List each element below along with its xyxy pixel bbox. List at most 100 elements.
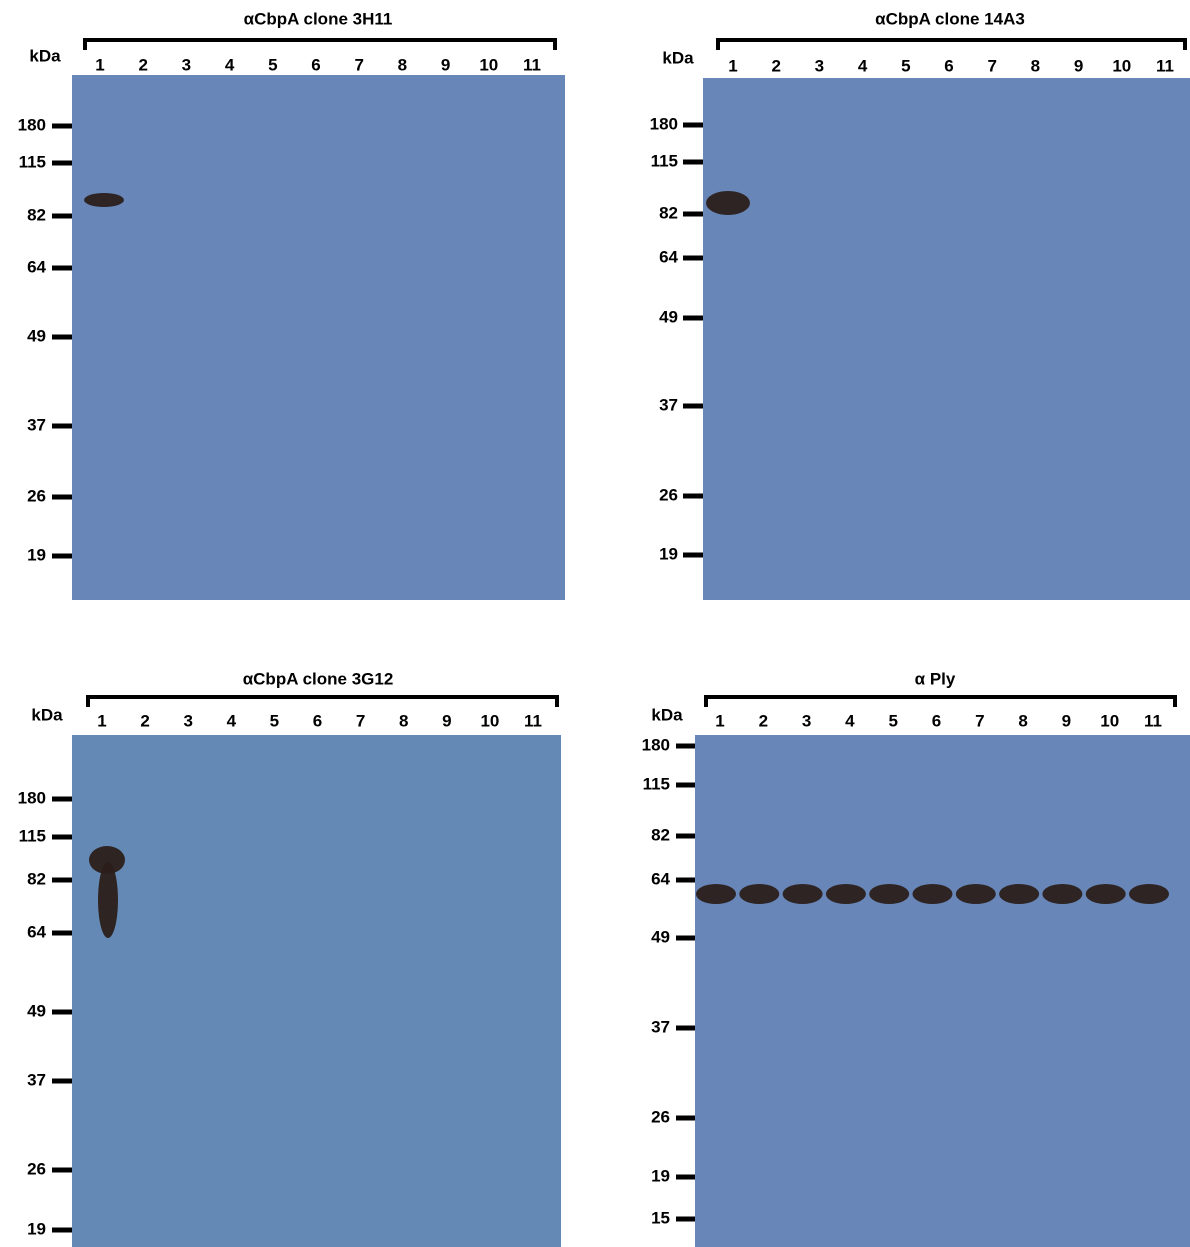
lane-label: 8 [398,55,407,74]
lane-label: 8 [399,711,408,730]
marker-label: 64 [651,869,670,888]
marker-tick [52,797,72,802]
marker-label: 19 [659,544,678,563]
lane-label: 10 [1100,711,1119,730]
lane-label: 1 [728,56,737,75]
protein-band [826,884,866,904]
lane-label: 4 [227,711,237,730]
marker-tick [683,123,703,128]
marker-label: 19 [27,545,46,564]
marker-tick [52,424,72,429]
blot [72,735,561,1247]
lane-label: 9 [442,711,451,730]
marker-label: 180 [650,114,678,133]
marker-label: 82 [27,869,46,888]
protein-band [999,884,1039,904]
lane-label: 4 [225,55,235,74]
marker-tick [52,931,72,936]
marker-label: 26 [651,1107,670,1126]
lane-label: 10 [479,55,498,74]
marker-tick [676,878,695,883]
marker-label: 64 [659,247,678,266]
lane-label: 5 [901,56,910,75]
unit-label: kDa [651,705,683,724]
lane-label: 2 [140,711,149,730]
lane-label: 1 [95,55,104,74]
marker-tick [52,214,72,219]
protein-band [98,862,118,938]
lane-label: 5 [888,711,897,730]
marker-tick [52,161,72,166]
marker-tick [676,783,695,788]
protein-band [783,884,823,904]
lane-label: 7 [987,56,996,75]
lane-label: 6 [932,711,941,730]
marker-tick [52,266,72,271]
protein-band [913,884,953,904]
lane-label: 1 [97,711,106,730]
protein-band [739,884,779,904]
marker-label: 180 [18,115,46,134]
panel-title: αCbpA clone 3H11 [244,9,393,28]
unit-label: kDa [662,48,694,67]
figure: αCbpA clone 3H11kDa123456789101118011582… [0,0,1190,1247]
lane-label: 1 [715,711,724,730]
lane-label: 2 [771,56,780,75]
lane-label: 11 [523,55,541,74]
panel-title: α Ply [915,669,956,688]
marker-tick [676,936,695,941]
marker-label: 26 [27,486,46,505]
lane-label: 3 [183,711,192,730]
marker-label: 180 [18,788,46,807]
protein-band [706,191,750,215]
marker-label: 19 [651,1166,670,1185]
marker-tick [52,1228,72,1233]
marker-label: 26 [27,1159,46,1178]
marker-label: 115 [19,826,46,845]
marker-tick [52,878,72,883]
marker-tick [683,316,703,321]
marker-tick [676,834,695,839]
marker-label: 115 [643,774,670,793]
marker-tick [52,1079,72,1084]
protein-band [1129,884,1169,904]
lane-label: 10 [1112,56,1131,75]
marker-tick [52,1168,72,1173]
lane-label: 4 [858,56,868,75]
marker-tick [683,494,703,499]
marker-label: 115 [651,151,678,170]
protein-band [956,884,996,904]
lane-bracket [85,40,555,50]
protein-band [84,193,124,207]
lane-bracket [718,40,1185,50]
panel-title: αCbpA clone 3G12 [243,669,394,688]
marker-label: 19 [27,1219,46,1238]
marker-tick [683,212,703,217]
lane-label: 6 [311,55,320,74]
lane-bracket [88,697,557,707]
marker-label: 37 [27,1070,46,1089]
lane-bracket [706,697,1175,707]
marker-label: 26 [659,485,678,504]
lane-label: 6 [944,56,953,75]
marker-tick [52,554,72,559]
marker-tick [683,256,703,261]
marker-tick [676,744,695,749]
marker-tick [52,835,72,840]
lane-label: 2 [759,711,768,730]
marker-tick [676,1217,695,1222]
marker-tick [52,124,72,129]
lane-label: 9 [441,55,450,74]
marker-label: 64 [27,257,46,276]
lane-label: 7 [356,711,365,730]
lane-label: 2 [138,55,147,74]
marker-label: 37 [651,1017,670,1036]
lane-label: 9 [1074,56,1083,75]
protein-band [696,884,736,904]
marker-label: 49 [651,927,670,946]
marker-label: 115 [19,152,46,171]
marker-label: 15 [651,1208,670,1227]
marker-tick [52,1010,72,1015]
marker-tick [676,1026,695,1031]
marker-label: 64 [27,922,46,941]
